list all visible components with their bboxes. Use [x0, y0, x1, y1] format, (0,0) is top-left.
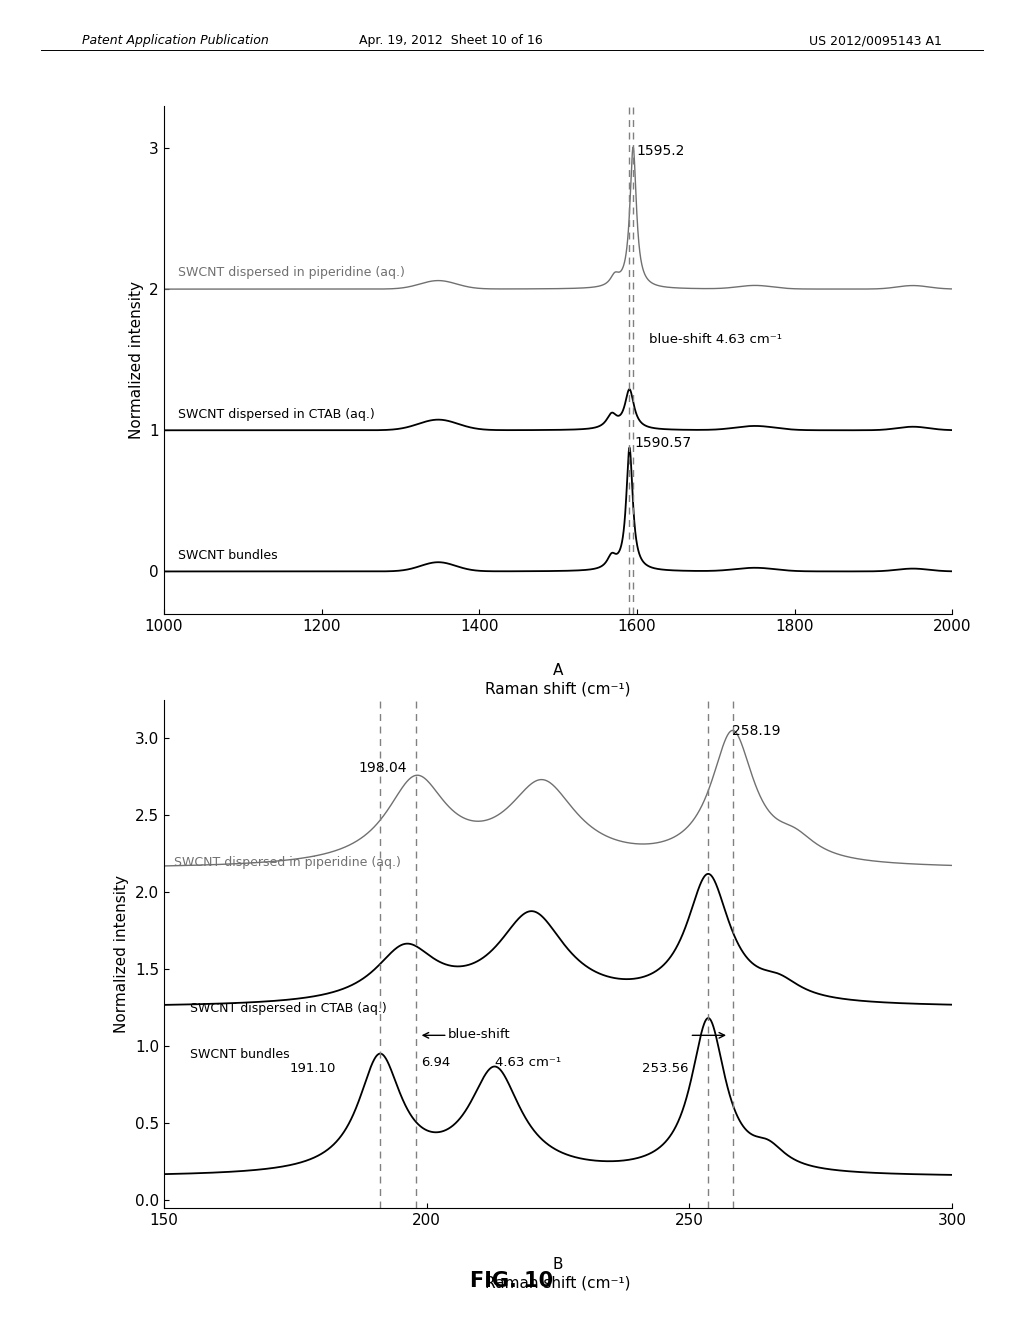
Text: Patent Application Publication: Patent Application Publication — [82, 34, 268, 48]
Text: blue-shift 4.63 cm⁻¹: blue-shift 4.63 cm⁻¹ — [649, 333, 781, 346]
Text: A: A — [553, 663, 563, 677]
Text: Raman shift (cm⁻¹): Raman shift (cm⁻¹) — [485, 681, 631, 696]
Text: SWCNT dispersed in CTAB (aq.): SWCNT dispersed in CTAB (aq.) — [178, 408, 375, 421]
Text: 253.56: 253.56 — [642, 1063, 689, 1076]
Text: 191.10: 191.10 — [290, 1063, 336, 1076]
Text: FIG. 10: FIG. 10 — [470, 1271, 554, 1291]
Text: SWCNT bundles: SWCNT bundles — [190, 1048, 290, 1061]
Text: blue-shift: blue-shift — [447, 1028, 510, 1041]
Text: 198.04: 198.04 — [358, 760, 407, 775]
Text: 258.19: 258.19 — [731, 723, 780, 738]
Text: SWCNT bundles: SWCNT bundles — [178, 549, 278, 562]
Text: 6.94: 6.94 — [422, 1056, 451, 1069]
Text: Raman shift (cm⁻¹): Raman shift (cm⁻¹) — [485, 1275, 631, 1290]
Y-axis label: Normalized intensity: Normalized intensity — [114, 875, 129, 1032]
Text: 1595.2: 1595.2 — [637, 144, 685, 158]
Text: US 2012/0095143 A1: US 2012/0095143 A1 — [809, 34, 942, 48]
Text: SWCNT dispersed in piperidine (aq.): SWCNT dispersed in piperidine (aq.) — [178, 267, 404, 280]
Y-axis label: Normalized intensity: Normalized intensity — [129, 281, 143, 438]
Text: SWCNT dispersed in CTAB (aq.): SWCNT dispersed in CTAB (aq.) — [190, 1002, 387, 1015]
Text: Apr. 19, 2012  Sheet 10 of 16: Apr. 19, 2012 Sheet 10 of 16 — [358, 34, 543, 48]
Text: B: B — [553, 1257, 563, 1271]
Text: 1590.57: 1590.57 — [635, 436, 691, 450]
Text: SWCNT dispersed in piperidine (aq.): SWCNT dispersed in piperidine (aq.) — [174, 855, 401, 869]
Text: 4.63 cm⁻¹: 4.63 cm⁻¹ — [495, 1056, 561, 1069]
